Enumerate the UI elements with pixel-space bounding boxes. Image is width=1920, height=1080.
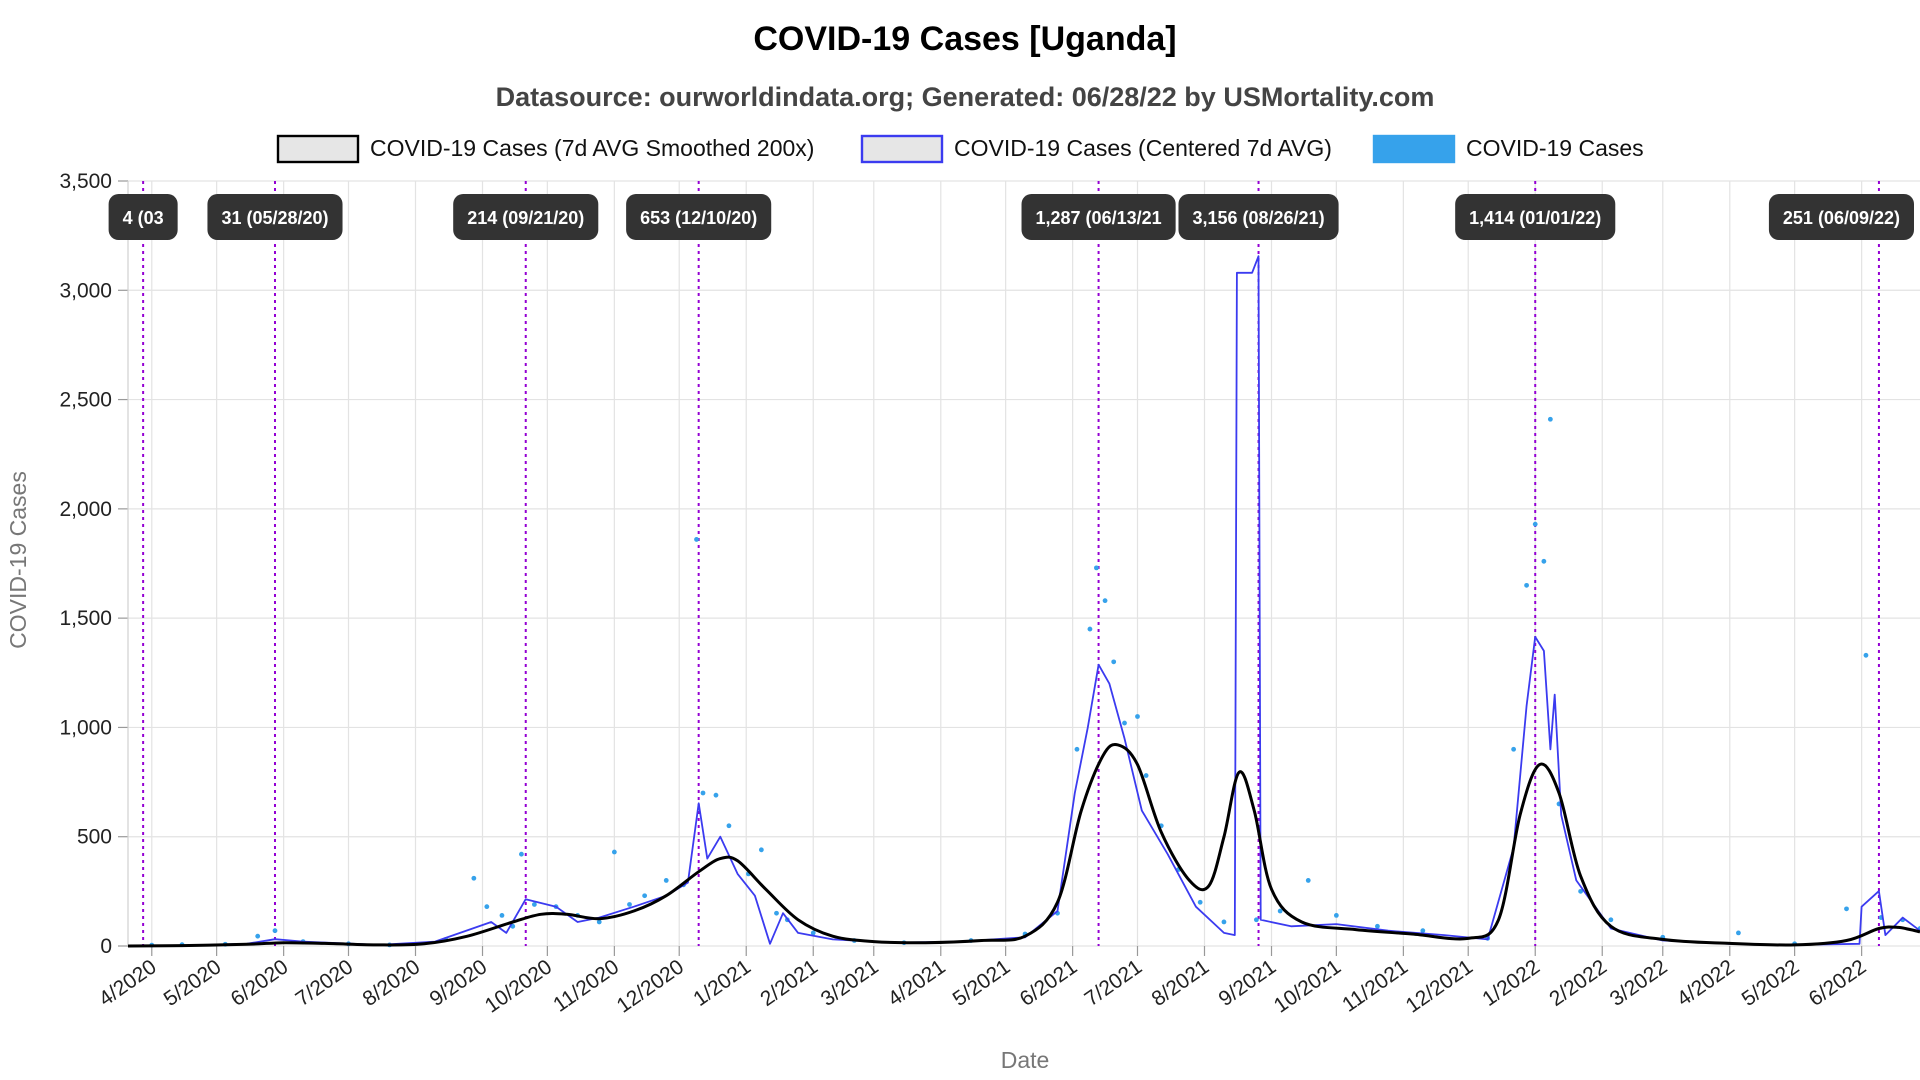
daily-cases-point <box>611 849 617 855</box>
annotation-label-text: 1,414 (01/01/22) <box>1469 208 1601 228</box>
daily-cases-point <box>700 790 706 796</box>
daily-cases-point <box>694 537 699 542</box>
y-tick-label: 1,500 <box>59 607 112 630</box>
daily-cases-point <box>810 930 816 936</box>
daily-cases-point <box>1122 720 1127 726</box>
daily-cases-point <box>1608 917 1614 923</box>
daily-cases-point <box>1375 923 1380 929</box>
legend-label: COVID-19 Cases <box>1466 135 1644 161</box>
daily-cases-point <box>1541 558 1547 564</box>
daily-cases-point <box>1111 659 1117 665</box>
daily-cases-point <box>1135 714 1140 719</box>
y-tick-label: 2,500 <box>59 389 112 412</box>
annotation-label-box <box>1178 194 1339 240</box>
daily-cases-point <box>1253 917 1259 923</box>
legend-label: COVID-19 Cases (Centered 7d AVG) <box>954 135 1332 161</box>
plot-area <box>127 181 1920 948</box>
annotation-label-text: 251 (06/09/22) <box>1783 208 1900 228</box>
annotation-label-text: 653 (12/10/20) <box>640 208 757 228</box>
daily-cases-point <box>531 902 537 907</box>
daily-cases-point <box>1844 906 1849 912</box>
annotation-label-box <box>1768 194 1914 240</box>
daily-cases-point <box>1333 913 1339 918</box>
chart-title: COVID-19 Cases [Uganda] <box>753 20 1176 58</box>
daily-cases-point <box>1578 888 1584 894</box>
y-tick-label: 2,000 <box>59 498 112 521</box>
daily-cases-point <box>596 919 602 925</box>
daily-cases-point <box>758 847 764 853</box>
annotation-label: 214 (09/21/20) <box>453 194 599 240</box>
y-tick-label: 1,000 <box>59 716 112 739</box>
daily-cases-point <box>519 851 524 857</box>
annotation-label: 1,287 (06/13/21 <box>1021 194 1176 240</box>
annotation-label-box <box>1021 194 1176 240</box>
annotation-label: 31 (05/28/20) <box>207 194 343 240</box>
annotation-label: 3,156 (08/26/21) <box>1178 194 1339 240</box>
legend-swatch <box>276 134 360 164</box>
daily-cases-point <box>1087 626 1093 632</box>
daily-cases-point <box>272 928 278 934</box>
annotation-label-box <box>207 194 343 240</box>
legend-label: COVID-19 Cases (7d AVG Smoothed 200x) <box>370 135 814 161</box>
daily-cases-point <box>663 878 669 883</box>
annotation-label-text: 3,156 (08/26/21) <box>1192 208 1324 228</box>
daily-cases-point <box>627 902 632 907</box>
legend-item[interactable]: COVID-19 Cases <box>1372 134 1644 164</box>
daily-cases-point <box>642 893 648 899</box>
daily-cases-point <box>1197 899 1203 905</box>
annotation-label-box <box>626 194 772 240</box>
daily-cases-point <box>471 875 477 881</box>
daily-cases-point <box>1547 416 1553 422</box>
annotation-label-box <box>108 194 178 240</box>
daily-cases-point <box>1094 565 1099 571</box>
daily-cases-point <box>1277 908 1283 914</box>
daily-cases-point <box>255 933 261 939</box>
annotation-label-text: 214 (09/21/20) <box>467 208 584 228</box>
daily-cases-point <box>1532 521 1538 527</box>
annotation-label: 4 (03 <box>108 194 178 240</box>
daily-cases-point <box>1102 598 1108 604</box>
annotation-label-text: 1,287 (06/13/21 <box>1036 208 1162 228</box>
daily-cases-point <box>1863 652 1869 658</box>
y-axis-title: COVID-19 Cases <box>5 471 31 649</box>
legend-item[interactable]: COVID-19 Cases (Centered 7d AVG) <box>860 134 1332 164</box>
y-tick-label: 3,000 <box>59 279 112 302</box>
daily-cases-point <box>484 904 490 910</box>
legend-swatch <box>860 134 944 164</box>
y-axis: 0 500 1,000 1,500 2,000 2,500 3,000 3,500 <box>59 170 129 958</box>
daily-cases-point <box>713 792 719 798</box>
annotation-label: 1,414 (01/01/22) <box>1455 194 1616 240</box>
centered-7d-avg-line <box>127 255 1920 947</box>
x-axis-title: Date <box>1001 1047 1050 1073</box>
annotation-label-box <box>1455 194 1616 240</box>
annotation-label-box <box>453 194 599 240</box>
daily-cases-point <box>1420 928 1426 934</box>
y-tick-label: 0 <box>100 935 112 958</box>
daily-cases-point <box>1511 746 1517 752</box>
annotation-label: 251 (06/09/22) <box>1768 194 1914 240</box>
chart-subtitle: Datasource: ourworldindata.org; Generate… <box>496 82 1435 112</box>
daily-cases-point <box>774 910 779 916</box>
grid-lines <box>128 180 1920 947</box>
legend-swatch <box>1372 134 1456 164</box>
smoothed-7d-avg-line <box>127 742 1920 948</box>
daily-cases-point <box>1524 582 1529 588</box>
daily-cases-point <box>1221 919 1227 925</box>
annotation-label: 653 (12/10/20) <box>626 194 772 240</box>
annotations: 4 (03 31 (05/28/20) 214 (09/21/20) 653 (12/… <box>108 194 1914 240</box>
daily-cases-point <box>1736 930 1741 936</box>
daily-cases-point <box>1074 746 1080 752</box>
daily-cases-point <box>499 913 505 918</box>
y-tick-label: 3,500 <box>59 170 112 193</box>
daily-cases-point <box>1143 773 1149 778</box>
annotation-label-text: 31 (05/28/20) <box>221 208 328 228</box>
y-tick-label: 500 <box>77 826 112 849</box>
annotation-label-text: 4 (03 <box>123 208 164 228</box>
chart-legend[interactable]: COVID-19 Cases (7d AVG Smoothed 200x) COV… <box>276 134 1644 164</box>
daily-cases-point <box>1305 878 1311 883</box>
daily-cases-point <box>726 823 732 829</box>
legend-item[interactable]: COVID-19 Cases (7d AVG Smoothed 200x) <box>276 134 814 164</box>
